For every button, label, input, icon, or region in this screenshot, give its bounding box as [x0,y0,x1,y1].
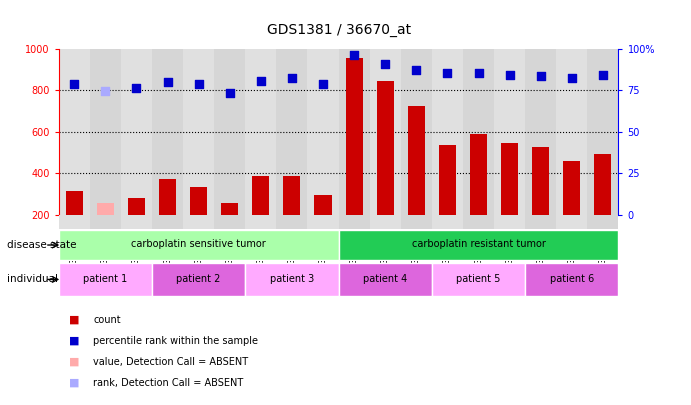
Bar [252,176,269,215]
Bar [587,49,618,215]
Bar [432,49,463,215]
Bar [339,230,618,260]
Bar [563,161,580,215]
Bar [594,154,612,215]
Bar [377,81,394,215]
Bar [152,263,245,296]
Text: patient 2: patient 2 [176,274,221,284]
Bar [401,49,432,215]
Bar [339,215,370,229]
Bar [214,49,245,215]
Text: count: count [93,315,121,325]
Point [597,72,608,79]
Bar [532,147,549,215]
Bar [183,215,214,229]
Point [317,81,328,87]
Text: GDS1381 / 36670_at: GDS1381 / 36670_at [267,23,410,37]
Bar [97,203,114,215]
Text: patient 6: patient 6 [549,274,594,284]
Point [286,75,297,82]
Bar [59,215,90,229]
Text: patient 4: patient 4 [363,274,408,284]
Point [100,88,111,94]
Point [504,72,515,79]
Bar [276,49,307,215]
Bar [494,49,525,215]
Bar [307,215,339,229]
Bar [245,263,339,296]
Bar [401,215,432,229]
Text: ■: ■ [69,336,79,346]
Bar [463,49,494,215]
Text: patient 1: patient 1 [83,274,128,284]
Point [379,60,390,67]
Bar [556,215,587,229]
Bar [245,215,276,229]
Bar [59,49,90,215]
Bar [90,49,121,215]
Bar [501,143,518,215]
Bar [221,202,238,215]
Bar [283,176,301,215]
Bar [159,179,176,215]
Point [131,85,142,92]
Point [442,69,453,76]
Point [255,78,266,84]
Bar [214,215,245,229]
Bar [525,263,618,296]
Point [162,79,173,85]
Bar [525,215,556,229]
Point [566,75,577,81]
Bar [128,198,145,215]
Bar [494,215,525,229]
Text: value, Detection Call = ABSENT: value, Detection Call = ABSENT [93,357,248,367]
Text: disease state: disease state [7,240,77,250]
Bar [470,134,487,215]
Bar [339,49,370,215]
Bar [370,49,401,215]
Bar [370,215,401,229]
Bar [587,215,618,229]
Bar [59,230,339,260]
Text: ■: ■ [69,378,79,388]
Text: patient 5: patient 5 [456,274,501,284]
Point [193,81,204,87]
Text: ■: ■ [69,357,79,367]
Bar [408,106,425,215]
Bar [183,49,214,215]
Bar [439,145,456,215]
Point [348,52,359,58]
Bar [314,195,332,215]
Point [410,67,422,73]
Bar [556,49,587,215]
Bar [59,263,152,296]
Bar [346,58,363,215]
Text: carboplatin sensitive tumor: carboplatin sensitive tumor [131,239,266,249]
Bar [190,187,207,215]
Bar [339,263,432,296]
Point [68,81,79,87]
Point [535,73,546,79]
Text: ■: ■ [69,315,79,325]
Text: rank, Detection Call = ABSENT: rank, Detection Call = ABSENT [93,378,243,388]
Bar [432,263,525,296]
Point [473,69,484,76]
Point [224,90,235,97]
Bar [66,191,83,215]
Bar [245,49,276,215]
Bar [121,49,152,215]
Bar [463,215,494,229]
Bar [432,215,463,229]
Bar [121,215,152,229]
Text: individual: individual [7,275,58,284]
Bar [276,215,307,229]
Bar [152,49,183,215]
Bar [525,49,556,215]
Text: patient 3: patient 3 [269,274,314,284]
Text: percentile rank within the sample: percentile rank within the sample [93,336,258,346]
Bar [307,49,339,215]
Text: carboplatin resistant tumor: carboplatin resistant tumor [412,239,545,249]
Bar [152,215,183,229]
Bar [90,215,121,229]
